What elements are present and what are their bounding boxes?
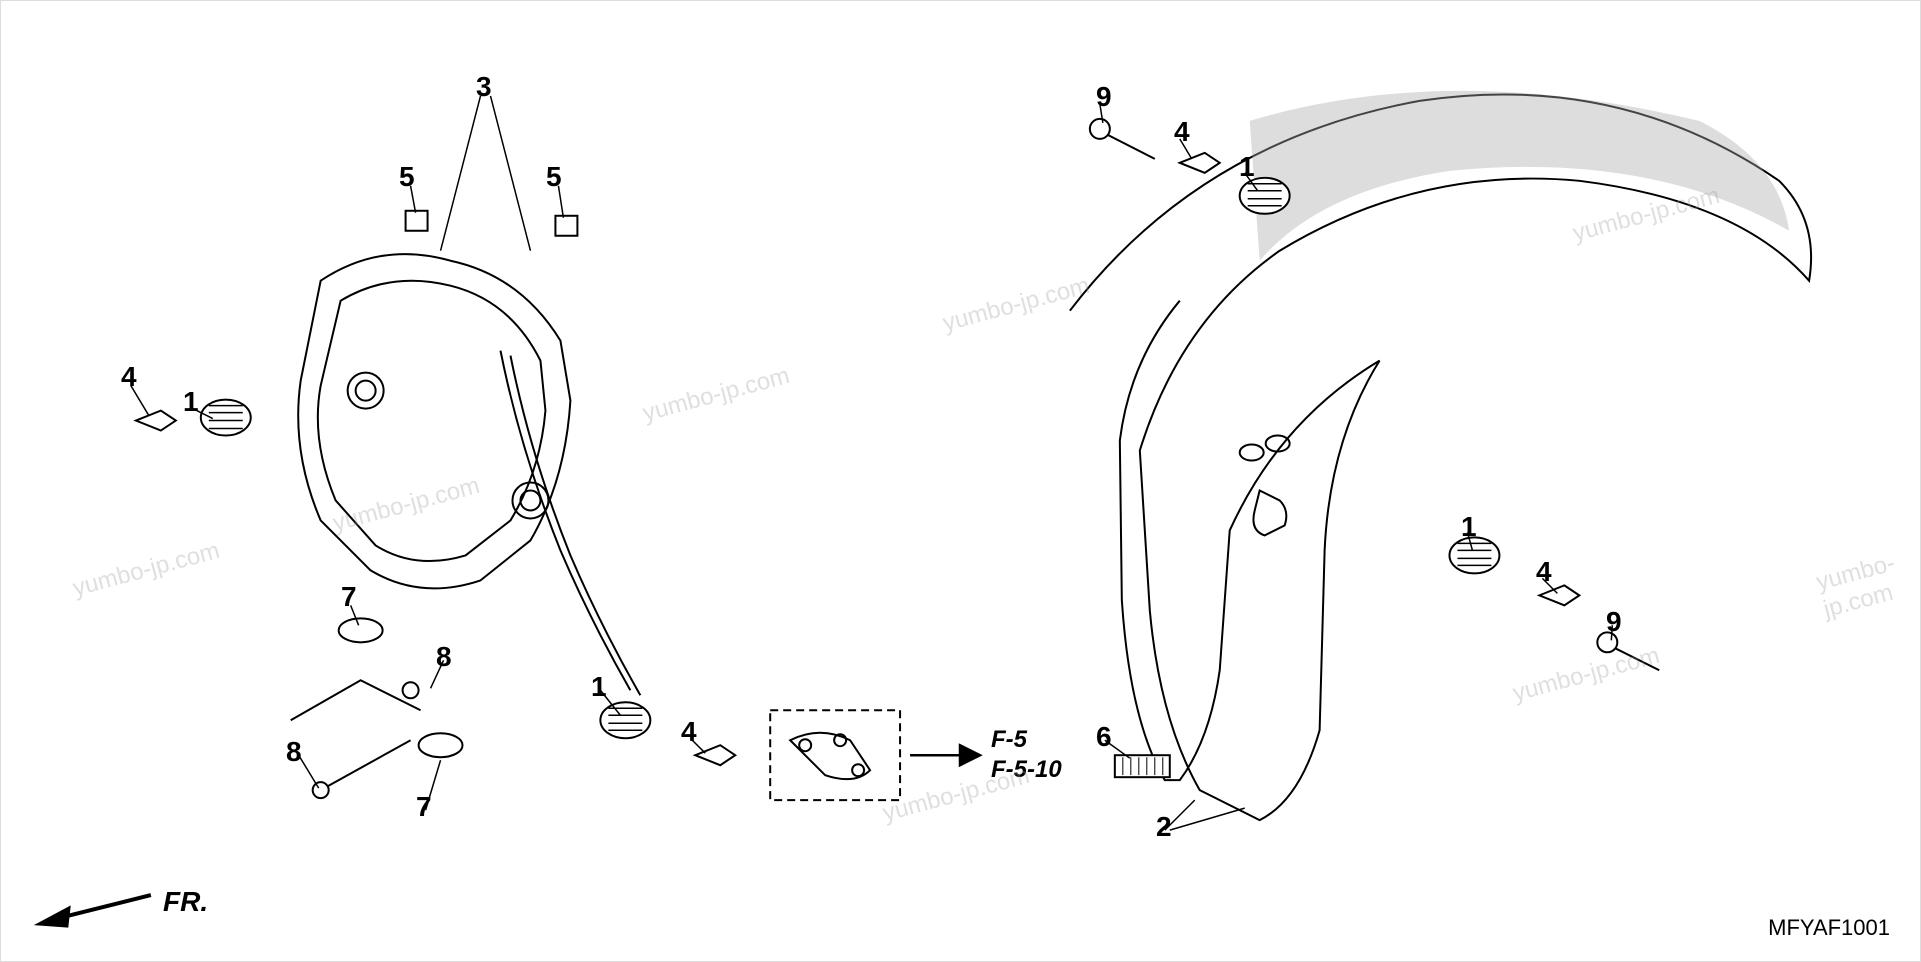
callout-8b: 8 <box>286 736 302 768</box>
callout-9b: 9 <box>1606 606 1622 638</box>
callout-1a: 1 <box>1239 151 1255 183</box>
callout-1c: 1 <box>591 671 607 703</box>
callout-5b: 5 <box>546 161 562 193</box>
callout-4b: 4 <box>121 361 137 393</box>
callout-4d: 4 <box>1536 556 1552 588</box>
reference-f510: F-5-10 <box>991 756 1062 784</box>
diagram-viewport[interactable]: 3 5 5 9 4 1 4 1 7 8 8 7 1 4 6 2 1 4 9 FR… <box>0 0 1921 962</box>
reference-f5: F-5 <box>991 726 1027 754</box>
callout-7a: 7 <box>341 581 357 613</box>
callout-4c: 4 <box>681 716 697 748</box>
callout-5a: 5 <box>399 161 415 193</box>
callout-1d: 1 <box>1461 511 1477 543</box>
main-container: 3 5 5 9 4 1 4 1 7 8 8 7 1 4 6 2 1 4 9 FR… <box>0 0 1921 961</box>
callout-2: 2 <box>1156 811 1172 843</box>
callout-3: 3 <box>476 71 492 103</box>
callout-4a: 4 <box>1174 116 1190 148</box>
parts-diagram <box>1 1 1920 961</box>
front-direction-label: FR. <box>163 886 208 931</box>
callout-1b: 1 <box>183 386 199 418</box>
callout-7b: 7 <box>416 791 432 823</box>
callout-8a: 8 <box>436 641 452 673</box>
callout-6: 6 <box>1096 721 1112 753</box>
callout-9a: 9 <box>1096 81 1112 113</box>
diagram-code: MFYAF1001 <box>1768 915 1890 941</box>
